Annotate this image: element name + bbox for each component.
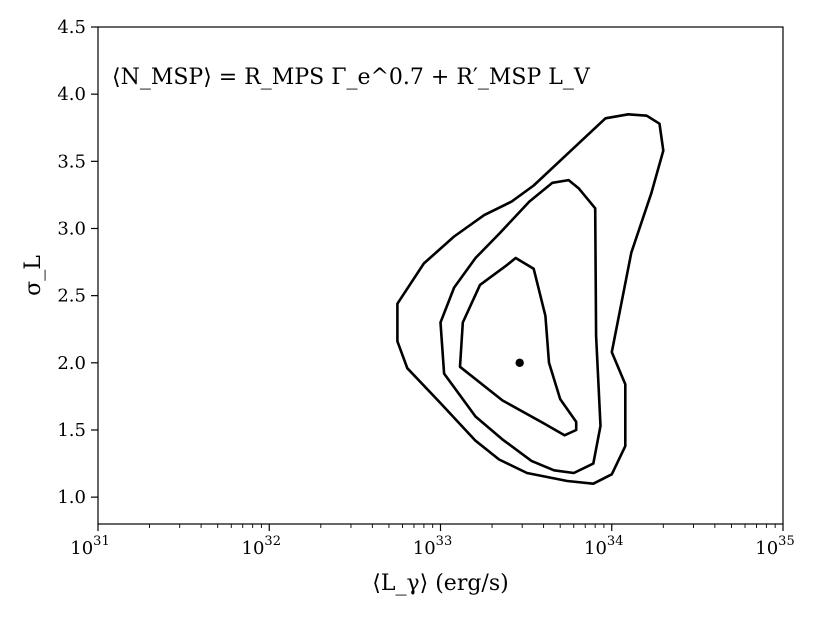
plot-layer [396,113,665,485]
x-tick-label: 1034 [584,534,623,559]
y-tick-label: 1.0 [57,487,86,508]
x-tick-label: 1032 [242,534,281,559]
y-tick-label: 3.5 [57,151,86,172]
y-tick-label: 2.5 [57,286,86,307]
x-tick-label: 1033 [413,534,452,559]
x-tick-label: 1031 [70,534,109,559]
y-tick-label: 4.0 [57,84,86,105]
contour-middle [439,178,602,475]
best-fit-point [515,358,524,368]
y-tick-label: 2.0 [57,353,86,374]
plot-frame [97,26,784,525]
x-axis-label: ⟨L_γ⟩ (erg/s) [372,571,508,596]
contour-inner [458,256,578,437]
ticks-layer: 1031 1032 1033 1034 1035 1.0 1.5 2.0 2.5 3.0 3.5 4.… [57,17,794,559]
y-tick-label: 1.5 [57,420,86,441]
x-tick-label: 1035 [755,534,794,559]
y-tick-label: 3.0 [57,218,86,239]
y-axis-label: σ_L [21,255,46,296]
contour-outer [396,113,665,485]
model-annotation: ⟨N_MSP⟩ = R_MPS Γ_e^0.7 + R′_MSP L_V [112,65,591,90]
y-tick-label: 4.5 [57,17,86,38]
